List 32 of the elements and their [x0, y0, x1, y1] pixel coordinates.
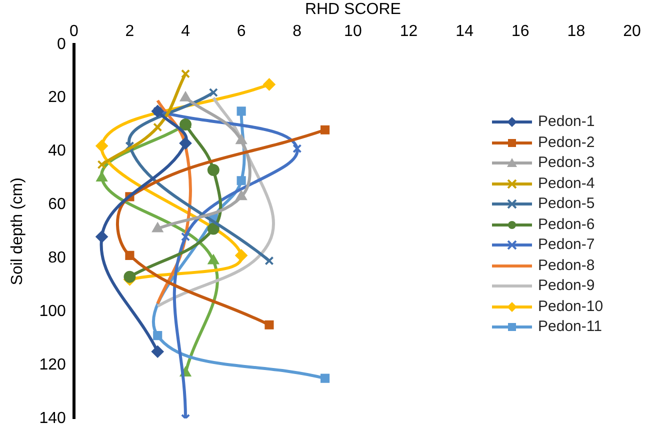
x-tick-label: 8: [292, 23, 302, 40]
x-tick-label: 6: [236, 23, 246, 40]
x-tick-label: 10: [344, 23, 362, 40]
x-tick-label: 12: [400, 23, 418, 40]
y-tick-label: 120: [39, 356, 66, 374]
legend-label: Pedon-3: [538, 153, 595, 173]
legend-label: Pedon-2: [538, 132, 595, 152]
y-tick-label: 140: [39, 410, 66, 427]
x-tick-label: 4: [181, 23, 190, 40]
y-tick-label: 20: [48, 89, 66, 106]
legend-label: Pedon-5: [538, 194, 595, 214]
legend-label: Pedon-6: [538, 214, 595, 234]
x-tick-label: 20: [623, 23, 641, 40]
legend-label: Pedon-4: [538, 174, 595, 194]
legend-label: Pedon-11: [538, 317, 602, 337]
x-axis-title: RHD SCORE: [304, 1, 401, 18]
y-axis-title: Soil depth (cm): [9, 178, 26, 286]
x-tick-label: 16: [511, 23, 530, 40]
y-tick-label: 60: [48, 196, 66, 214]
y-tick-label: 40: [48, 142, 66, 160]
legend-label: Pedon-1: [538, 112, 595, 132]
y-tick-label: 0: [56, 36, 66, 53]
legend-label: Pedon-9: [538, 276, 595, 296]
legend-label: Pedon-7: [538, 235, 595, 255]
y-tick-label: 100: [39, 302, 66, 320]
x-tick-label: 2: [125, 23, 134, 40]
legend-label: Pedon-10: [538, 296, 604, 316]
x-tick-label: 18: [567, 23, 586, 40]
legend-label: Pedon-8: [538, 256, 595, 276]
x-tick-label: 0: [69, 23, 78, 40]
x-tick-label: 14: [456, 23, 474, 40]
y-tick-label: 80: [48, 250, 66, 267]
